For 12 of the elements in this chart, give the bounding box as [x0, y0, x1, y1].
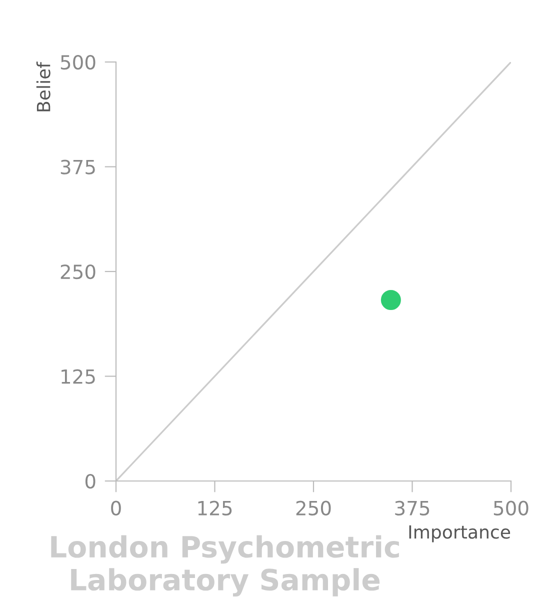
y-axis-title: Belief — [36, 62, 50, 112]
x-axis-title: Importance — [409, 525, 510, 542]
x-tick-label: 375 — [395, 500, 430, 516]
y-tick-label: 375 — [60, 160, 95, 174]
y-tick-label: 500 — [60, 54, 96, 70]
x-tick-label: 125 — [198, 500, 232, 516]
y-tick-label: 0 — [85, 474, 96, 489]
x-tick-label: 0 — [111, 500, 121, 516]
y-tick-label: 125 — [62, 369, 95, 384]
x-tick-label: 250 — [296, 500, 331, 516]
x-tick-label: 500 — [494, 500, 528, 516]
y-tick-label: 250 — [60, 264, 96, 280]
